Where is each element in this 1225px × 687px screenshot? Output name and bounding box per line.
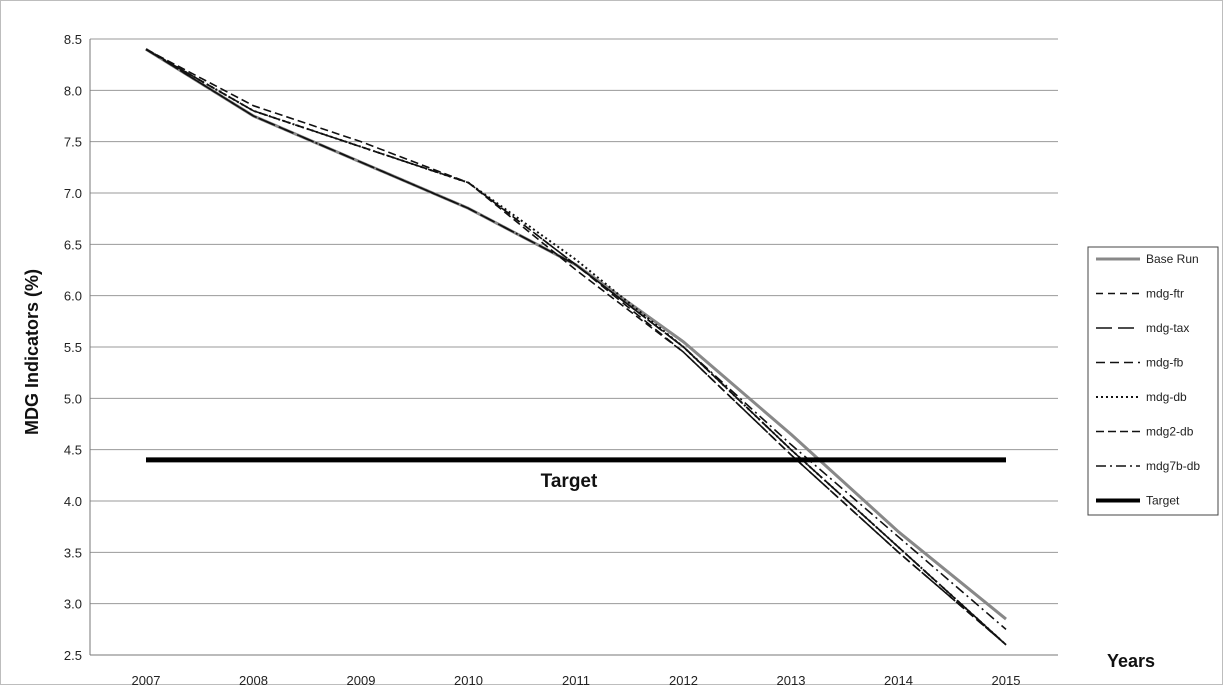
legend-label: Base Run (1146, 252, 1199, 266)
y-tick-label: 8.0 (64, 83, 82, 98)
y-tick-label: 5.0 (64, 391, 82, 406)
x-tick-label: 2014 (884, 673, 913, 687)
legend-label: mdg2-db (1146, 425, 1194, 439)
legend-box (1087, 246, 1219, 516)
x-tick-labels: 2007 2008 2009 2010 2011 2012 2013 2014 2015 (132, 673, 1021, 687)
y-tick-label: 8.5 (64, 32, 82, 47)
series-line-mdg7b-db (145, 48, 1007, 630)
target-annotation: Target (541, 471, 598, 492)
y-tick-label: 4.0 (64, 494, 82, 509)
x-tick-label: 2010 (454, 673, 483, 687)
x-tick-label: 2012 (669, 673, 698, 687)
y-tick-label: 6.0 (64, 289, 82, 304)
y-tick-label: 3.5 (64, 545, 82, 560)
x-axis-title: Years (1107, 651, 1155, 671)
y-tick-label: 6.5 (64, 237, 82, 252)
y-tick-label: 7.5 (64, 135, 82, 150)
y-tick-label: 3.0 (64, 597, 82, 612)
series-line-mdg-db (145, 48, 1007, 646)
series-lines (145, 47, 1007, 646)
x-tick-label: 2013 (777, 673, 806, 687)
y-tick-label: 7.0 (64, 186, 82, 201)
legend-label: mdg-db (1146, 390, 1187, 404)
y-tick-labels: 8.5 8.0 7.5 7.0 6.5 6.0 5.5 5.0 4.5 4.0 3.5 3.0 2.5 (64, 32, 82, 663)
legend-label: mdg7b-db (1146, 459, 1200, 473)
series-line-mdg2-db (145, 48, 1007, 646)
gridlines (89, 38, 1058, 656)
legend-label: Target (1146, 494, 1180, 508)
y-tick-label: 2.5 (64, 648, 82, 663)
y-axis-title: MDG Indicators (%) (22, 269, 42, 435)
legend-label: mdg-fb (1146, 356, 1184, 370)
x-tick-label: 2015 (992, 673, 1021, 687)
x-tick-label: 2008 (239, 673, 268, 687)
y-tick-label: 4.5 (64, 443, 82, 458)
x-tick-label: 2009 (347, 673, 376, 687)
legend: Base Run mdg-ftr mdg-tax mdg-fb mdg-db mdg2-d… (1087, 246, 1219, 516)
legend-label: mdg-tax (1146, 321, 1189, 335)
x-tick-label: 2007 (132, 673, 161, 687)
y-tick-label: 5.5 (64, 340, 82, 355)
x-tick-label: 2011 (562, 673, 590, 687)
legend-label: mdg-ftr (1146, 287, 1184, 301)
